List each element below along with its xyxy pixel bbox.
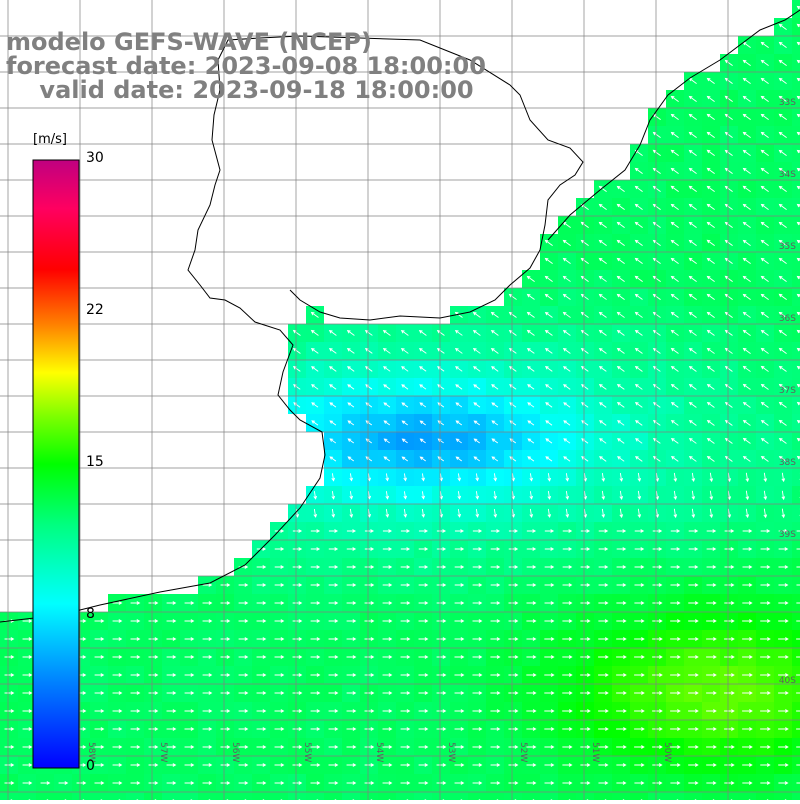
- colorbar-gradient: [33, 160, 79, 768]
